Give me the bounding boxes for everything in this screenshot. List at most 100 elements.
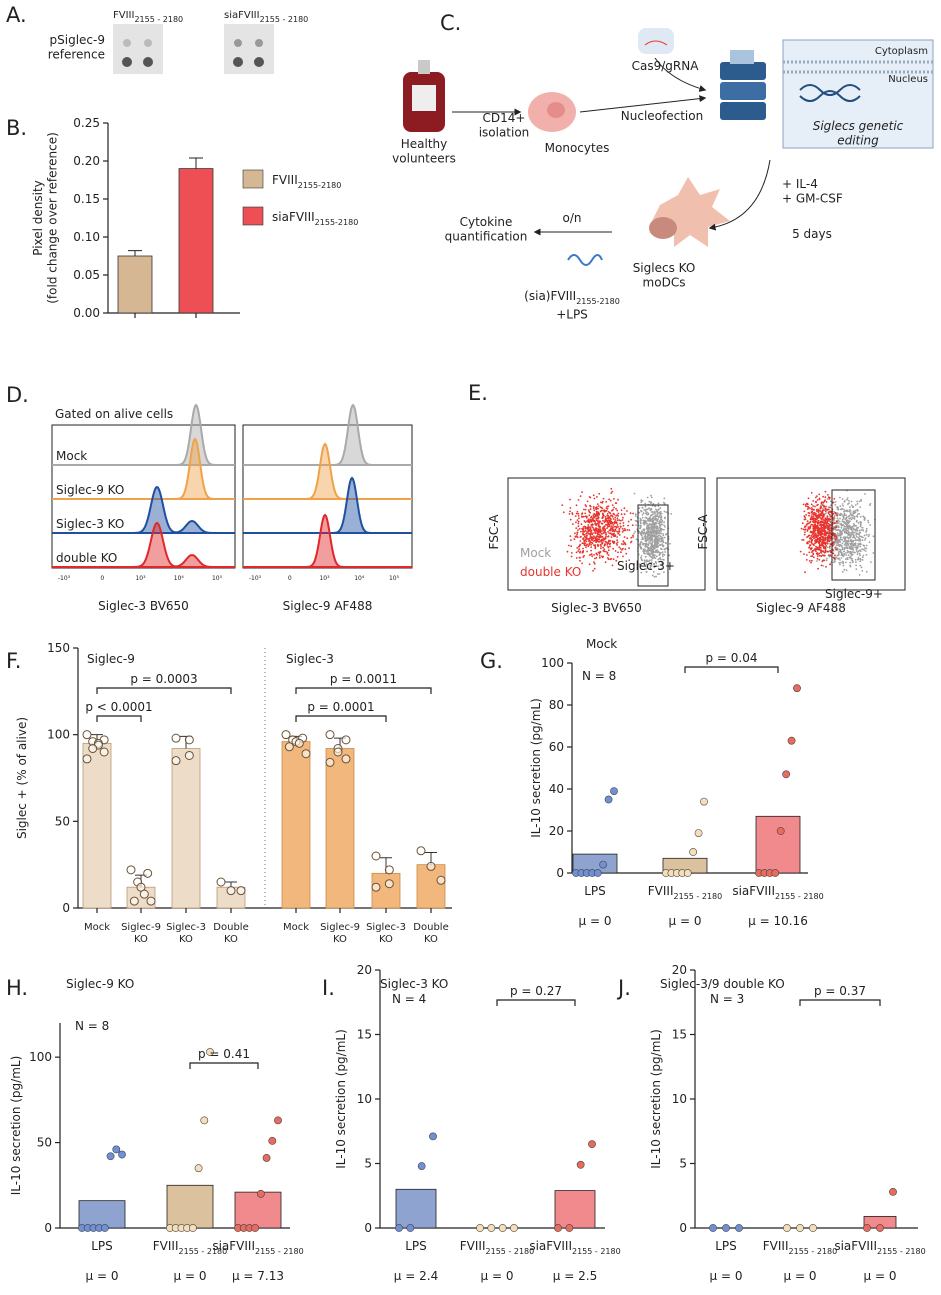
- flow-dot: [620, 551, 622, 554]
- data-point: [694, 829, 703, 837]
- flow-dot: [822, 515, 825, 518]
- flow-dot: [821, 535, 824, 538]
- flow-dot: [613, 506, 615, 509]
- flow-dot: [850, 504, 853, 507]
- flow-dot: [646, 543, 649, 546]
- flow-dot: [585, 532, 588, 535]
- flow-dot: [574, 532, 576, 535]
- flow-dot: [824, 530, 827, 532]
- flow-dot: [816, 548, 818, 551]
- flow-dot: [814, 548, 816, 550]
- flow-dot: [562, 511, 565, 514]
- flow-dot: [570, 545, 573, 548]
- y-tick-label: 100: [47, 728, 70, 742]
- flow-dot: [816, 514, 819, 517]
- flow-dot: [663, 528, 665, 531]
- flow-dot: [818, 548, 821, 551]
- flow-dot: [841, 518, 844, 521]
- flow-dot: [664, 525, 666, 528]
- flow-dot: [612, 558, 615, 561]
- mean-label: μ = 10.16: [748, 914, 808, 928]
- flow-dot: [835, 537, 838, 539]
- flow-dot: [596, 503, 599, 505]
- flow-dot: [652, 502, 655, 505]
- flow-dot: [848, 502, 850, 504]
- flow-dot: [839, 563, 841, 566]
- flow-dot: [594, 547, 597, 550]
- flow-dot: [638, 511, 641, 514]
- mean-label: μ = 0: [784, 1269, 817, 1283]
- flow-dot: [590, 543, 592, 546]
- flow-dot: [617, 515, 619, 517]
- y-tick-label: 0.10: [73, 230, 100, 244]
- flow-dot: [825, 505, 827, 508]
- flow-dot: [587, 526, 590, 529]
- flow-dot: [829, 535, 831, 537]
- flow-dot: [661, 543, 663, 546]
- flow-dot: [595, 523, 598, 526]
- text-line: quantification: [445, 229, 528, 243]
- text-line: KO: [179, 934, 193, 945]
- flow-dot: [660, 512, 663, 515]
- flow-dot: [577, 525, 580, 528]
- flow-dot: [845, 527, 847, 530]
- flow-dot: [598, 552, 601, 555]
- flow-dot: [662, 544, 665, 547]
- flow-dot: [842, 523, 844, 526]
- flow-dot: [581, 491, 583, 494]
- flow-dot: [613, 498, 615, 500]
- data-point: [436, 875, 446, 885]
- flow-dot: [814, 532, 817, 535]
- flow-dot: [806, 520, 809, 523]
- y-tick-label: 0: [364, 1221, 372, 1235]
- flow-dot: [863, 518, 866, 520]
- flow-dot: [847, 554, 850, 557]
- flow-dot: [633, 492, 636, 495]
- flow-dot: [658, 568, 660, 570]
- flow-dot: [594, 536, 597, 538]
- flow-dot: [839, 531, 841, 533]
- flow-dot: [616, 530, 619, 533]
- flow-dot: [810, 561, 812, 564]
- flow-dot: [805, 514, 807, 516]
- flow-dot: [626, 529, 629, 531]
- flow-dot: [858, 552, 861, 555]
- flow-dot: [592, 569, 594, 572]
- flow-dot: [841, 546, 844, 549]
- flow-dot: [619, 526, 622, 528]
- blot-column: siaFVIII2155 - 2180: [224, 10, 308, 24]
- flow-dot: [819, 531, 822, 534]
- flow-dot: [841, 503, 844, 505]
- flow-dot: [849, 506, 851, 508]
- flow-dot: [856, 508, 859, 511]
- flow-dot: [818, 558, 821, 561]
- flow-dot: [592, 528, 595, 531]
- flow-dot: [827, 550, 829, 553]
- flow-dot: [847, 531, 850, 534]
- flow-dot: [836, 514, 838, 517]
- flow-dot: [852, 546, 854, 549]
- flow-dot: [838, 533, 840, 535]
- p-value: p = 0.27: [510, 984, 562, 998]
- flow-dot: [856, 513, 859, 516]
- flow-dot: [589, 526, 592, 528]
- data-point: [99, 747, 109, 757]
- flow-dot: [812, 526, 815, 529]
- flow-dot: [621, 519, 624, 521]
- flow-dot: [850, 532, 853, 534]
- flow-dot: [662, 501, 665, 504]
- flow-dot: [605, 541, 607, 543]
- flow-dot: [843, 508, 845, 511]
- flow-dot: [623, 528, 626, 530]
- flow-dot: [652, 522, 655, 525]
- flow-dot: [577, 522, 580, 525]
- flow-dot: [642, 519, 645, 522]
- blot-column: FVIII2155 - 2180: [113, 10, 183, 24]
- flow-dot: [828, 525, 831, 528]
- flow-dot: [590, 549, 592, 552]
- text-line: moDCs: [643, 275, 686, 289]
- flow-dot: [656, 510, 659, 513]
- text-sub: 2155-2180: [315, 218, 359, 227]
- flow-dot: [825, 565, 827, 568]
- flow-dot: [857, 522, 860, 524]
